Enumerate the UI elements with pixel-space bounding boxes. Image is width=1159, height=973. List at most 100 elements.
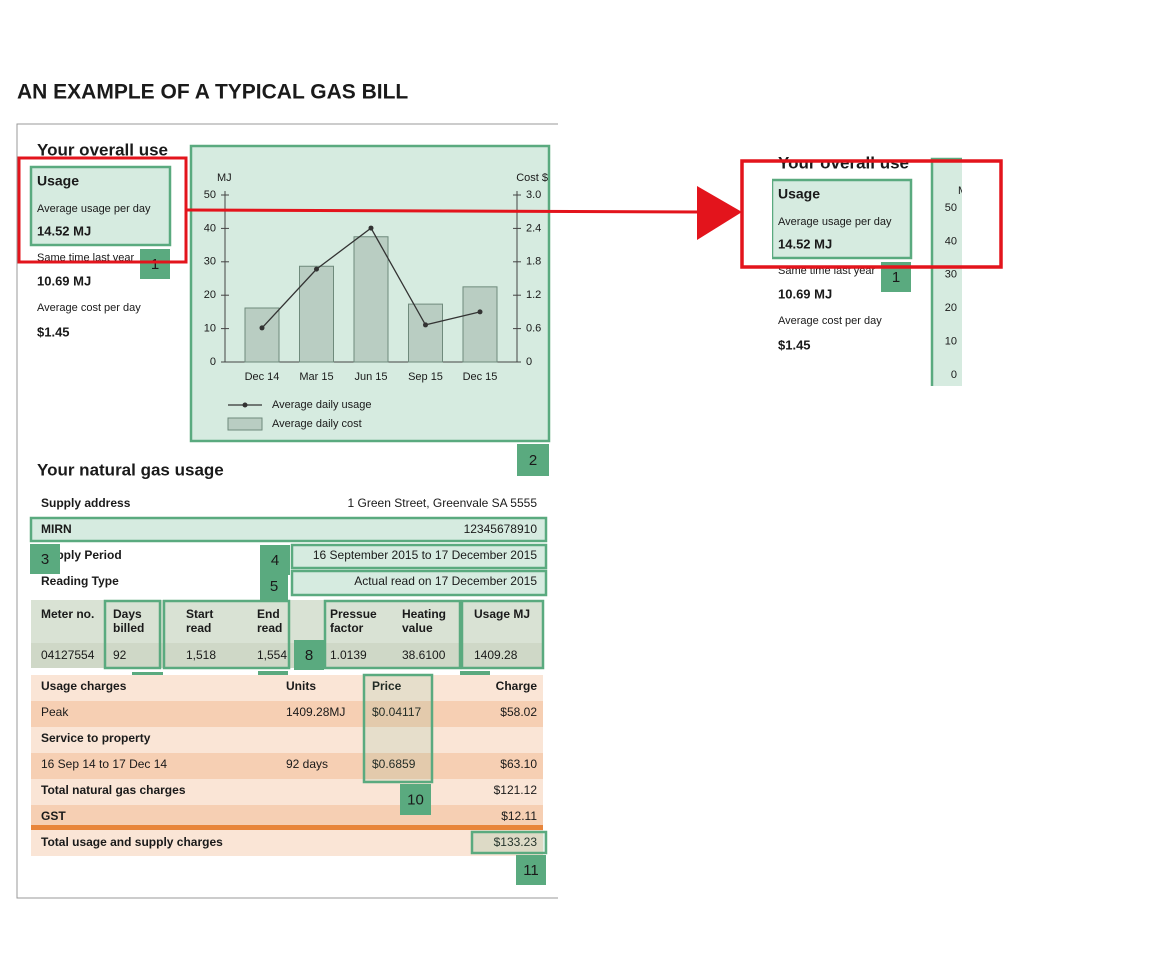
meter-header: read [186, 621, 211, 635]
y2-tick-label: 1.8 [526, 256, 541, 268]
x-tick-label: Dec 14 [245, 371, 280, 383]
charges-row-bg [31, 779, 543, 805]
charges-row-bg [31, 701, 543, 727]
section-heading: Your overall use [37, 140, 168, 159]
callout-box [30, 544, 60, 574]
charges-row-bg [31, 675, 543, 701]
callout-number: 3 [41, 551, 49, 568]
callout-box [517, 444, 549, 476]
meter-header: read [257, 621, 282, 635]
charge-units: 92 days [286, 757, 328, 771]
bar [353, 236, 389, 363]
meter-header: value [402, 621, 433, 635]
arrow-head [697, 186, 742, 240]
y-axis-label: MJ [958, 185, 973, 197]
same-time: 10.69 MJ [778, 286, 832, 301]
usage-box [29, 165, 172, 247]
charge-price: $0.6859 [372, 757, 416, 771]
supply-address-label: Supply address [41, 496, 131, 510]
legend-dot [242, 402, 248, 408]
charges-header: Usage charges [41, 679, 127, 693]
reading-box [290, 569, 548, 597]
charge-amount: $12.11 [501, 809, 537, 823]
x-tick-label: Mar 15 [299, 371, 333, 383]
line-point [259, 325, 265, 331]
callout-box [516, 855, 546, 885]
callout-number: 4 [271, 552, 279, 569]
meter-cell: 04127554 [41, 648, 95, 662]
callout-number: 11 [523, 862, 539, 879]
charges-row-bg [31, 753, 543, 779]
callout-number: 2 [529, 452, 537, 469]
same-time: 10.69 MJ [37, 273, 91, 288]
bar [299, 265, 334, 363]
charges-header: Charge [496, 679, 538, 693]
charges-row-bg [31, 830, 543, 856]
bar [408, 303, 443, 363]
y-tick-label: 30 [204, 256, 216, 268]
y2-tick-label: 1.2 [526, 289, 541, 301]
supply-period-label: Supply Period [41, 548, 122, 562]
y-tick-label: 10 [945, 336, 957, 348]
section-heading: Your overall use [778, 153, 909, 172]
section-heading: Your natural gas usage [37, 460, 224, 479]
legend-swatch [227, 417, 263, 431]
overall-use: Your overall use Usage Average usage per d… [29, 140, 551, 443]
y-tick-label: 20 [204, 289, 216, 301]
avg-usage-label: Average usage per day [37, 203, 151, 215]
period-box [290, 543, 548, 570]
mirn-box [29, 516, 548, 543]
avg-cost: $1.45 [778, 337, 811, 352]
meter-highlight [460, 599, 545, 670]
meter-header: Days [113, 607, 142, 621]
avg-usage: 14.52 MJ [778, 236, 832, 251]
meter-header: Pressue [330, 607, 377, 621]
charge-amount: $133.23 [494, 835, 538, 849]
charge-item: Service to property [41, 731, 151, 745]
meter-header: Usage MJ [474, 607, 530, 621]
y-tick-label: 50 [204, 189, 216, 201]
meter-highlight [103, 599, 162, 670]
y-tick-label: 50 [945, 202, 957, 214]
legend-label: Average daily cost [272, 418, 362, 430]
callout-box [400, 784, 431, 815]
callout-box [294, 640, 324, 670]
y-tick-label: 40 [945, 235, 957, 247]
avg-usage: 14.52 MJ [37, 223, 91, 238]
callout-number: 1 [151, 256, 159, 273]
bill-frame [16, 123, 558, 899]
line-point [477, 309, 483, 315]
charges-row-bg [31, 727, 543, 753]
y2-tick-label: 0 [526, 356, 532, 368]
y-tick-label: 30 [945, 269, 957, 281]
y-tick-label: 40 [204, 222, 216, 234]
line-point [314, 266, 319, 272]
page-title: AN EXAMPLE OF A TYPICAL GAS BILL [17, 81, 408, 104]
y2-axis-label: Cost $ [516, 172, 548, 184]
charge-amount: $121.12 [494, 783, 538, 797]
meter-header: End [257, 607, 280, 621]
meter-highlight [162, 599, 291, 670]
y-tick-label: 20 [945, 302, 957, 314]
zoom-frame [740, 159, 1003, 269]
callout-number: 5 [270, 578, 278, 595]
y-tick-label: 0 [951, 369, 957, 381]
price-highlight [362, 673, 434, 784]
avg-cost-label: Average cost per day [778, 315, 882, 327]
meter-cell: 38.6100 [402, 648, 446, 662]
x-tick-label: Jun 15 [354, 371, 387, 383]
mirn-label: MIRN [41, 522, 72, 536]
mirn: 12345678910 [464, 522, 538, 536]
charge-item: Peak [41, 705, 69, 719]
y-tick-label: 10 [204, 323, 216, 335]
charge-amount: $58.02 [500, 705, 537, 719]
y2-tick-label: 0.6 [526, 323, 541, 335]
bar [244, 307, 280, 363]
callout-box [140, 249, 170, 279]
reading-type-label: Reading Type [41, 574, 119, 588]
meter-header: billed [113, 621, 144, 635]
charge-item: Total usage and supply charges [41, 835, 223, 849]
y2-tick-label: 2.4 [526, 222, 541, 234]
meter-cell: 1,554 [257, 648, 287, 662]
